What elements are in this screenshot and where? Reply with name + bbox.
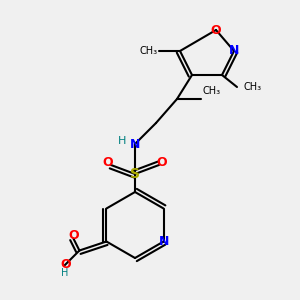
Text: CH₃: CH₃ [202, 86, 220, 96]
Text: N: N [130, 137, 140, 151]
Text: O: O [211, 23, 221, 37]
Text: H: H [61, 268, 68, 278]
Text: O: O [61, 257, 71, 271]
Text: N: N [158, 235, 169, 248]
Text: O: O [157, 155, 167, 169]
Text: CH₃: CH₃ [243, 82, 261, 92]
Text: H: H [118, 136, 126, 146]
Text: O: O [68, 229, 79, 242]
Text: O: O [103, 155, 113, 169]
Text: N: N [229, 44, 239, 58]
Text: CH₃: CH₃ [140, 46, 158, 56]
Text: S: S [130, 167, 140, 181]
